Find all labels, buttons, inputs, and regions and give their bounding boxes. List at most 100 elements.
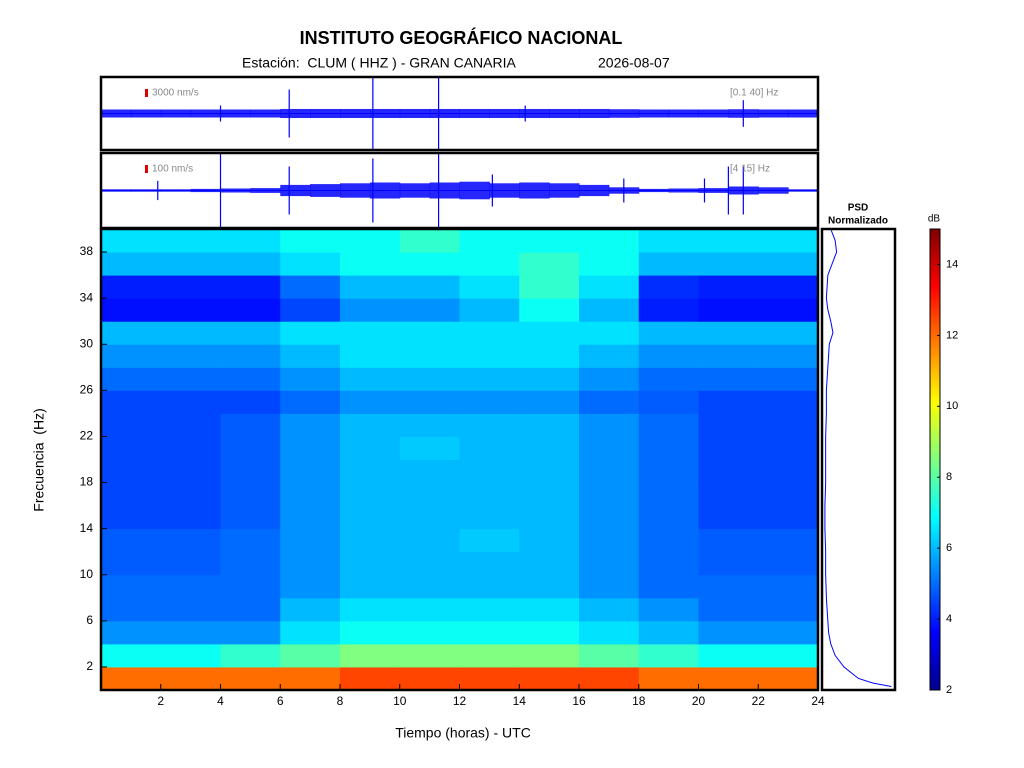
- heatmap-cell: [340, 344, 401, 368]
- heatmap-cell: [340, 666, 401, 691]
- heatmap-cell: [698, 436, 759, 460]
- heatmap-cell: [399, 321, 460, 345]
- heatmap-cell: [459, 321, 520, 345]
- heatmap-cell: [579, 459, 640, 484]
- heatmap-cell: [101, 436, 162, 460]
- heatmap-cell: [638, 505, 699, 530]
- heatmap-cell: [399, 275, 460, 299]
- trace-envelope: [399, 108, 431, 119]
- colorbar-tick-label: 4: [946, 613, 952, 625]
- heatmap-cell: [101, 620, 162, 645]
- heatmap-cell: [220, 413, 281, 437]
- panel-frame: [99, 75, 820, 152]
- heatmap-cell: [638, 367, 699, 391]
- heatmap-cell: [220, 620, 281, 645]
- heatmap-cell: [459, 505, 520, 530]
- heatmap-cell: [160, 367, 221, 391]
- heatmap-cell: [399, 505, 460, 530]
- heatmap-cell: [280, 321, 341, 345]
- heatmap-cell: [220, 275, 281, 299]
- heatmap-cell: [220, 666, 281, 691]
- heatmap-cell: [280, 666, 341, 691]
- heatmap-cell: [698, 344, 759, 368]
- heatmap-cell: [280, 413, 341, 437]
- band-label: [4 15] Hz: [730, 164, 770, 175]
- heatmap-cell: [519, 413, 580, 437]
- heatmap-cell: [101, 390, 162, 414]
- heatmap-cell: [280, 344, 341, 368]
- heatmap-cell: [280, 574, 341, 599]
- heatmap-cell: [399, 528, 460, 553]
- trace-envelope: [668, 109, 699, 118]
- trace-envelope: [698, 109, 729, 118]
- heatmap-cell: [638, 298, 699, 322]
- y-tick-label: 38: [80, 244, 94, 258]
- heatmap-cell: [399, 597, 460, 622]
- heatmap-cell: [101, 367, 162, 391]
- heatmap-cell: [519, 275, 580, 299]
- heatmap-cell: [101, 413, 162, 437]
- heatmap-cell: [579, 505, 640, 530]
- heatmap-cell: [160, 459, 221, 484]
- heatmap-cell: [579, 275, 640, 299]
- heatmap-cell: [519, 620, 580, 645]
- trace-envelope: [668, 188, 699, 193]
- heatmap-cell: [459, 551, 520, 576]
- heatmap-cell: [698, 321, 759, 345]
- heatmap-cell: [220, 597, 281, 622]
- trace-envelope: [369, 182, 401, 199]
- heatmap-cell: [340, 275, 401, 299]
- heatmap-cell: [519, 436, 580, 460]
- heatmap-cell: [579, 344, 640, 368]
- heatmap-cell: [220, 574, 281, 599]
- heatmap-cell: [698, 390, 759, 414]
- trace-envelope: [638, 109, 670, 118]
- heatmap-cell: [340, 551, 401, 576]
- heatmap-cell: [101, 252, 162, 276]
- heatmap-cell: [101, 574, 162, 599]
- heatmap-cell: [399, 482, 460, 507]
- heatmap-cell: [519, 597, 580, 622]
- heatmap-cell: [280, 252, 341, 276]
- heatmap-cell: [280, 275, 341, 299]
- heatmap-cell: [459, 528, 520, 553]
- heatmap-cell: [758, 298, 819, 322]
- heatmap-cell: [579, 436, 640, 460]
- heatmap-cell: [698, 482, 759, 507]
- heatmap-cell: [579, 597, 640, 622]
- heatmap-cell: [160, 229, 221, 253]
- heatmap-cell: [698, 551, 759, 576]
- heatmap-cell: [340, 252, 401, 276]
- trace-envelope: [280, 108, 311, 119]
- x-tick-label: 4: [217, 694, 224, 708]
- heatmap-cell: [758, 413, 819, 437]
- heatmap-cell: [758, 321, 819, 345]
- trace-envelope: [130, 189, 162, 192]
- heatmap-cell: [758, 229, 819, 253]
- heatmap-cell: [340, 528, 401, 553]
- heatmap-cell: [399, 643, 460, 668]
- trace-envelope: [489, 183, 520, 198]
- x-tick-label: 20: [692, 694, 706, 708]
- trace-group: [102, 78, 817, 149]
- trace-envelope: [340, 183, 371, 198]
- heatmap-cell: [758, 436, 819, 460]
- heatmap-cell: [638, 252, 699, 276]
- heatmap-cell: [698, 505, 759, 530]
- heatmap-cell: [638, 666, 699, 691]
- y-tick-label: 6: [86, 613, 93, 627]
- heatmap-cell: [399, 574, 460, 599]
- heatmap-cell: [160, 666, 221, 691]
- trace-envelope: [459, 181, 490, 200]
- heatmap-cell: [101, 551, 162, 576]
- heatmap-cell: [758, 620, 819, 645]
- heatmap-cell: [160, 551, 221, 576]
- heatmap-cell: [340, 505, 401, 530]
- panel-frame: [99, 227, 820, 692]
- heatmap-cell: [579, 413, 640, 437]
- heatmap-cell: [160, 643, 221, 668]
- trace-envelope: [758, 109, 789, 118]
- station: Estación: CLUM ( HHZ ) - GRAN CANARIA: [242, 55, 516, 71]
- heatmap-cell: [220, 459, 281, 484]
